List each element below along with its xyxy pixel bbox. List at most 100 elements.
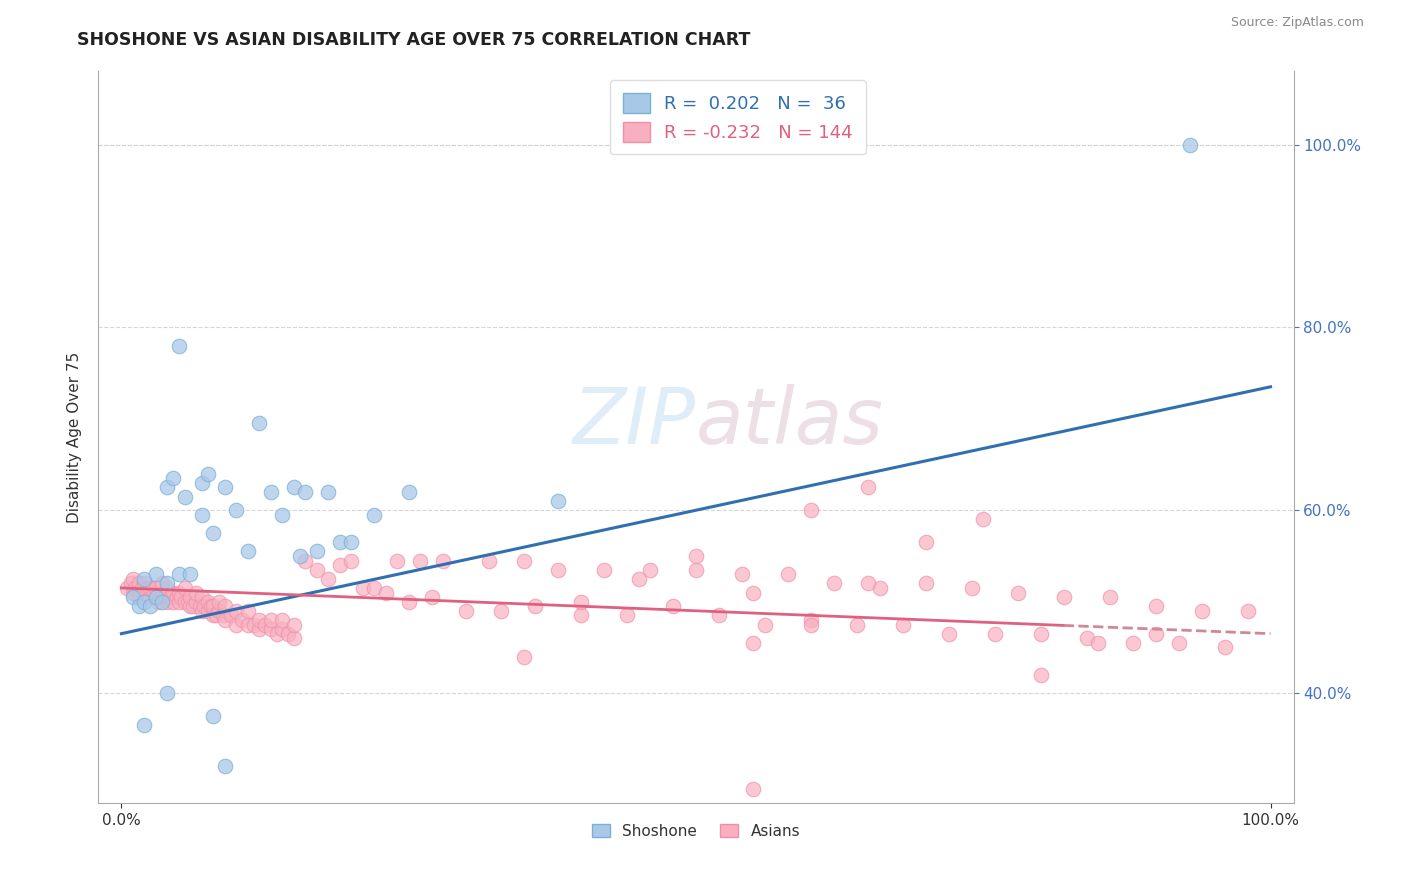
Point [685, 563, 707, 577]
Point [374, 585, 396, 599]
Point [742, 782, 765, 797]
Point [145, 567, 167, 582]
Point [122, 572, 145, 586]
Point [184, 585, 207, 599]
Point [184, 594, 207, 608]
Point [254, 617, 277, 632]
Point [247, 417, 270, 431]
Point [283, 480, 305, 494]
Point [156, 594, 179, 608]
Point [214, 613, 236, 627]
Point [197, 604, 219, 618]
Point [271, 622, 294, 636]
Point [173, 594, 195, 608]
Point [1087, 636, 1109, 650]
Point [122, 585, 145, 599]
Point [145, 590, 167, 604]
Point [225, 617, 247, 632]
Point [231, 613, 253, 627]
Point [156, 686, 179, 700]
Point [1167, 636, 1189, 650]
Point [363, 581, 385, 595]
Point [167, 594, 190, 608]
Point [1029, 667, 1052, 681]
Point [204, 608, 226, 623]
Point [305, 544, 328, 558]
Point [135, 581, 157, 595]
Point [800, 617, 823, 632]
Point [214, 759, 236, 773]
Point [197, 467, 219, 481]
Point [409, 553, 432, 567]
Point [173, 581, 195, 595]
Point [914, 576, 936, 591]
Point [512, 553, 534, 567]
Point [731, 567, 754, 582]
Point [128, 576, 150, 591]
Point [489, 604, 512, 618]
Point [972, 512, 994, 526]
Point [858, 480, 880, 494]
Point [219, 608, 242, 623]
Point [247, 622, 270, 636]
Text: Source: ZipAtlas.com: Source: ZipAtlas.com [1230, 16, 1364, 29]
Point [211, 608, 233, 623]
Point [1191, 604, 1213, 618]
Point [1122, 636, 1144, 650]
Point [208, 594, 231, 608]
Point [593, 563, 616, 577]
Point [202, 709, 225, 723]
Point [236, 617, 259, 632]
Point [914, 535, 936, 549]
Point [960, 581, 983, 595]
Point [266, 626, 288, 640]
Point [271, 508, 294, 522]
Point [134, 576, 156, 591]
Point [156, 480, 179, 494]
Point [139, 590, 162, 604]
Point [858, 576, 880, 591]
Point [139, 599, 162, 614]
Point [202, 526, 225, 541]
Point [156, 576, 179, 591]
Point [1053, 590, 1076, 604]
Point [191, 475, 214, 490]
Point [707, 608, 730, 623]
Point [191, 590, 214, 604]
Point [153, 590, 176, 604]
Point [193, 599, 215, 614]
Point [170, 590, 193, 604]
Point [524, 599, 547, 614]
Point [1144, 599, 1167, 614]
Point [260, 485, 283, 500]
Point [145, 590, 167, 604]
Point [398, 594, 420, 608]
Point [236, 544, 259, 558]
Point [202, 599, 225, 614]
Point [134, 572, 156, 586]
Point [1178, 137, 1201, 152]
Point [316, 485, 339, 500]
Point [845, 617, 868, 632]
Text: ZIP: ZIP [574, 384, 696, 460]
Point [167, 338, 190, 352]
Point [800, 503, 823, 517]
Point [191, 604, 214, 618]
Point [162, 471, 184, 485]
Point [283, 632, 305, 646]
Point [197, 594, 219, 608]
Point [260, 622, 283, 636]
Point [288, 549, 311, 563]
Point [124, 581, 146, 595]
Text: atlas: atlas [696, 384, 884, 460]
Point [869, 581, 891, 595]
Point [547, 494, 569, 508]
Point [776, 567, 799, 582]
Point [1007, 585, 1029, 599]
Point [134, 585, 156, 599]
Point [800, 613, 823, 627]
Point [122, 590, 145, 604]
Point [150, 576, 173, 591]
Point [1029, 626, 1052, 640]
Point [179, 590, 201, 604]
